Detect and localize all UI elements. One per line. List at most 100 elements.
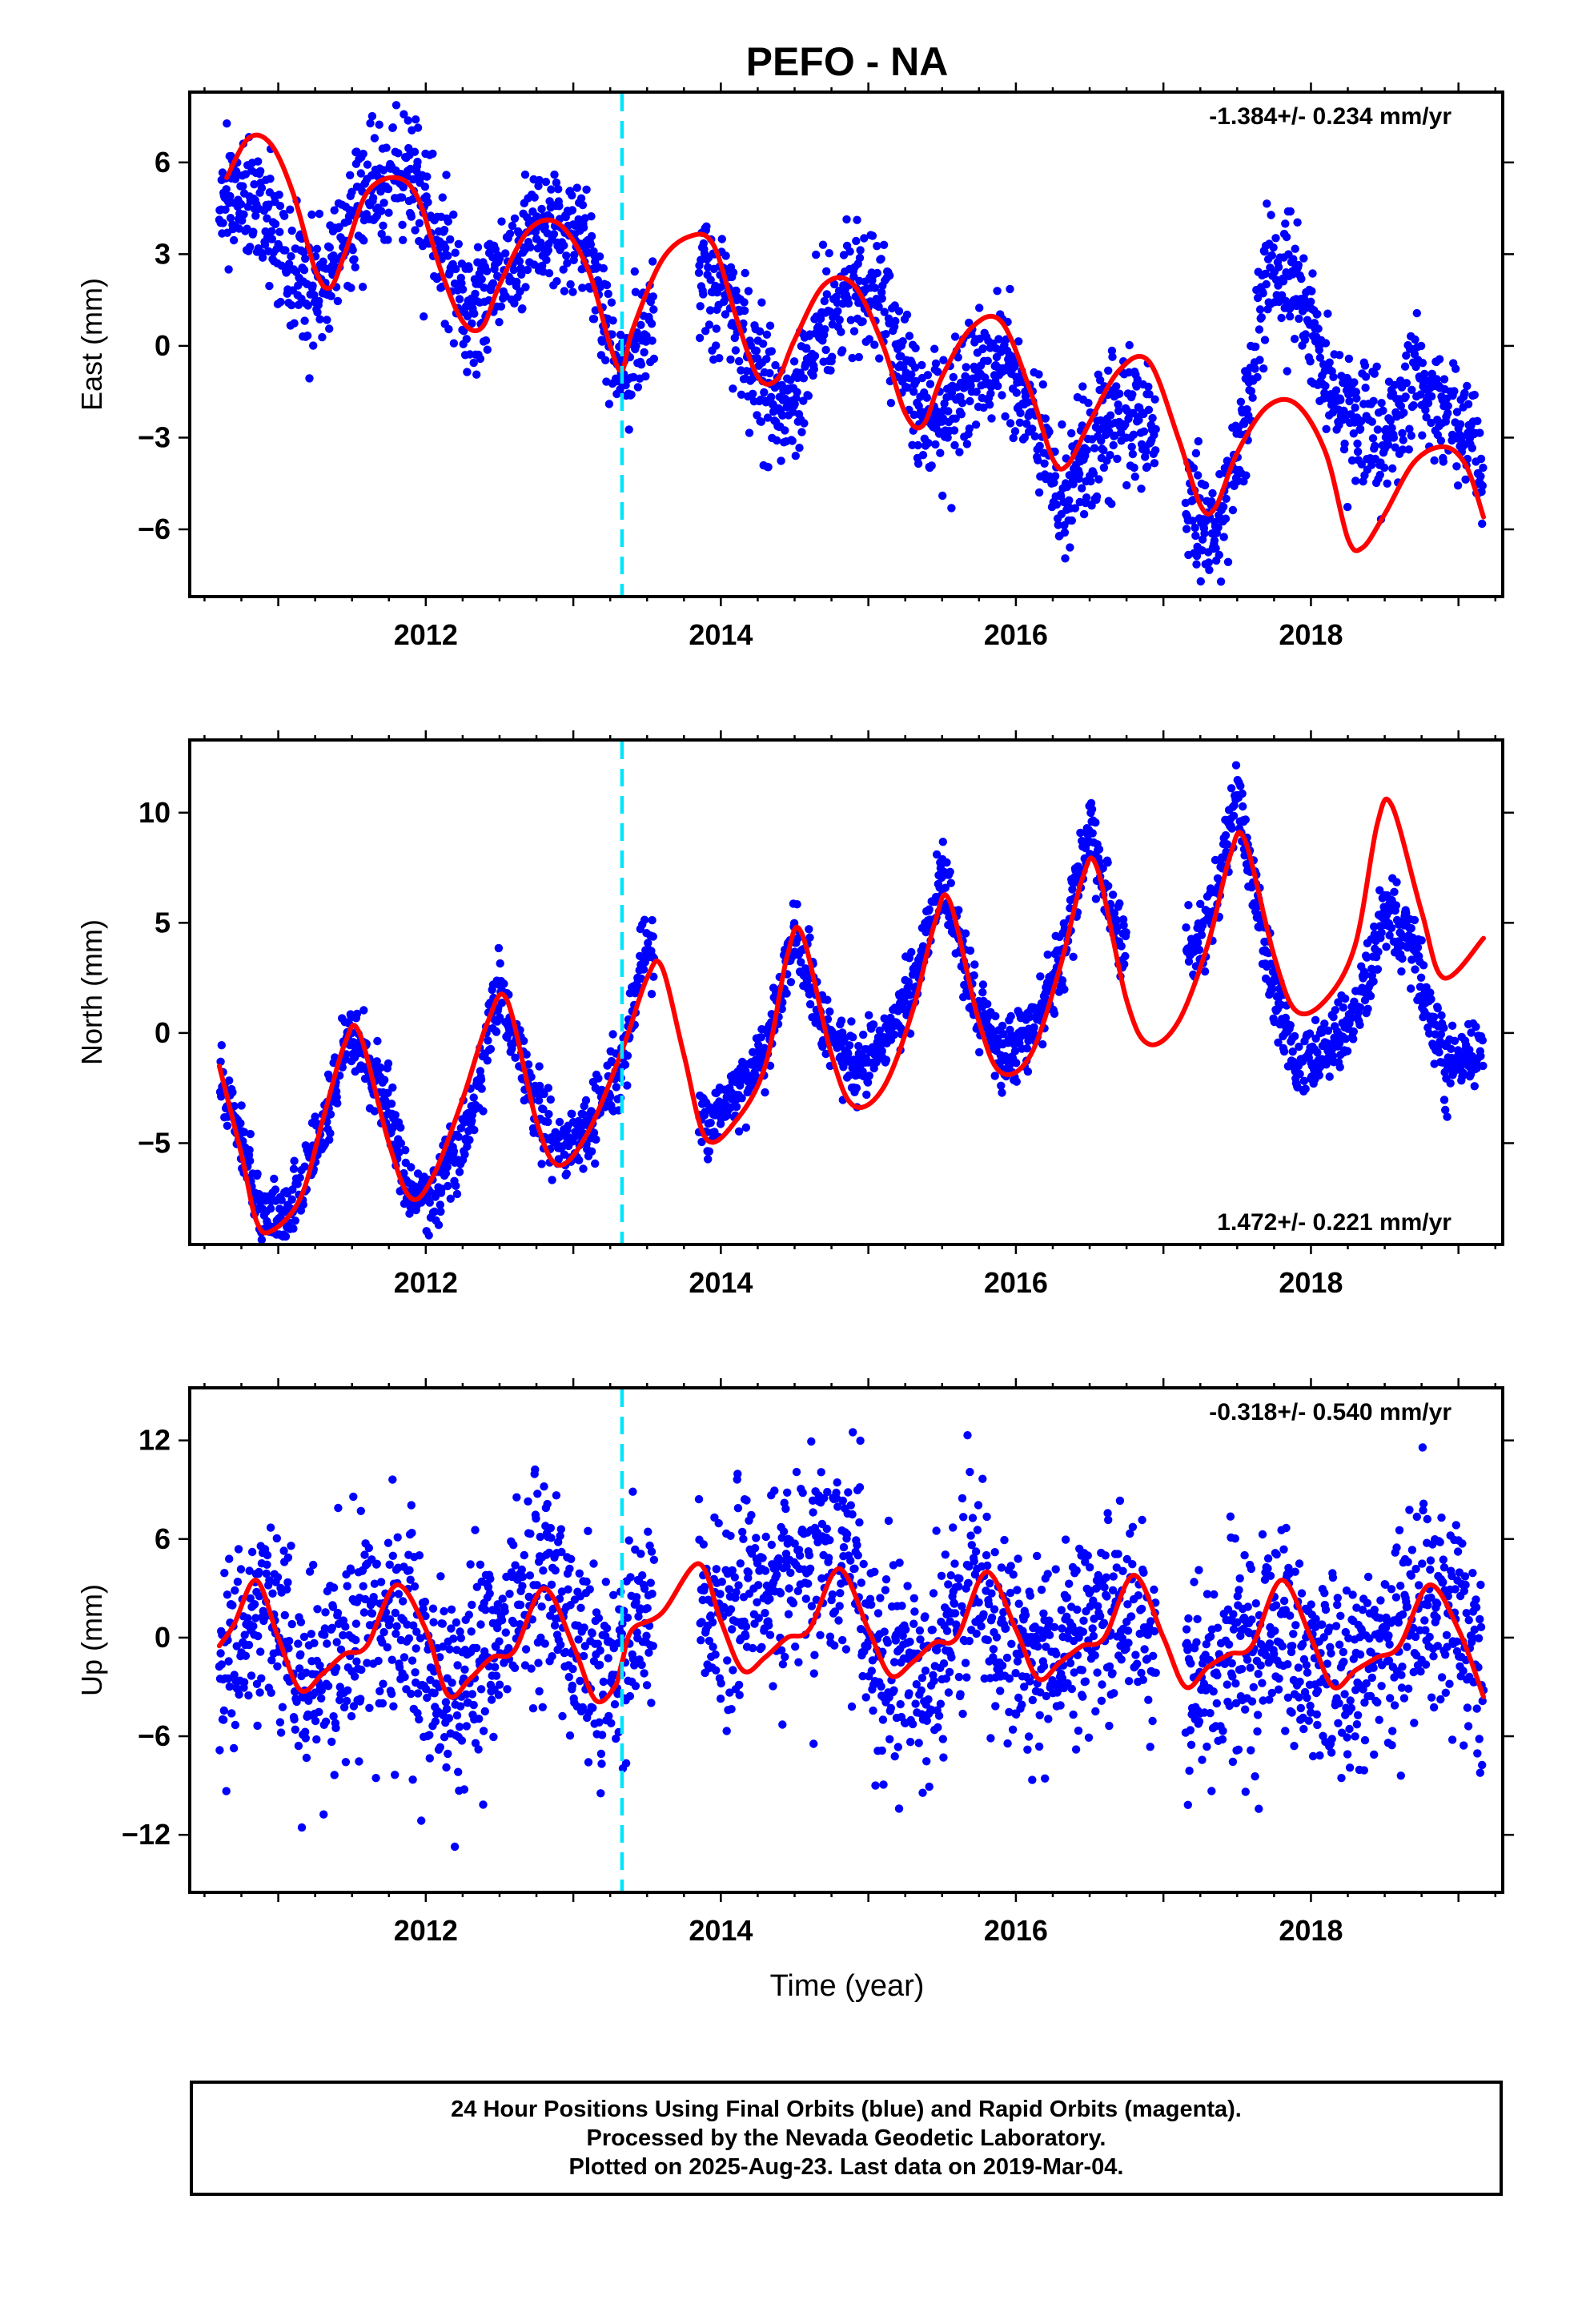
east-data-point bbox=[383, 184, 393, 194]
east-data-point bbox=[463, 368, 472, 376]
up-data-point bbox=[394, 1590, 404, 1598]
east-data-point bbox=[762, 355, 771, 364]
east-data-point bbox=[697, 255, 705, 264]
up-data-point bbox=[223, 1590, 232, 1599]
up-data-point bbox=[223, 1674, 233, 1683]
up-data-point bbox=[400, 1672, 409, 1682]
north-data-point bbox=[1363, 1004, 1372, 1014]
east-data-point bbox=[1452, 408, 1462, 416]
east-data-point bbox=[1142, 462, 1152, 471]
east-data-point bbox=[1069, 480, 1078, 489]
up-data-point bbox=[224, 1657, 233, 1666]
east-data-point bbox=[312, 244, 322, 253]
north-data-point bbox=[1361, 971, 1370, 979]
north-data-point bbox=[1196, 899, 1205, 909]
east-data-point bbox=[444, 324, 453, 334]
east-data-point bbox=[313, 308, 322, 317]
east-data-point bbox=[943, 433, 952, 442]
east-data-point bbox=[404, 116, 412, 125]
up-data-point bbox=[278, 1703, 287, 1711]
north-data-point bbox=[1413, 943, 1423, 952]
east-data-point bbox=[944, 407, 953, 416]
east-data-point bbox=[1370, 369, 1379, 378]
up-data-point bbox=[283, 1553, 293, 1562]
east-data-point bbox=[838, 346, 847, 355]
east-data-point bbox=[1078, 484, 1086, 493]
east-data-point bbox=[1107, 500, 1116, 509]
east-data-point bbox=[1450, 387, 1459, 396]
east-data-point bbox=[327, 292, 335, 300]
north-data-point bbox=[1355, 1003, 1365, 1012]
north-data-point bbox=[1038, 1039, 1047, 1049]
north-data-point bbox=[1223, 840, 1232, 849]
up-data-point bbox=[247, 1547, 257, 1557]
east-data-point bbox=[388, 123, 397, 132]
up-data-point bbox=[350, 1672, 359, 1681]
east-data-point bbox=[1479, 463, 1488, 472]
east-data-point bbox=[1028, 424, 1037, 433]
east-data-point bbox=[287, 251, 295, 261]
east-y-tick-label: 6 bbox=[155, 146, 171, 179]
east-data-point bbox=[765, 368, 774, 378]
up-data-point bbox=[222, 1787, 231, 1795]
up-data-point bbox=[321, 1608, 330, 1617]
east-data-point bbox=[726, 355, 735, 364]
east-data-point bbox=[1222, 494, 1231, 503]
east-data-point bbox=[330, 206, 339, 215]
north-data-point bbox=[946, 879, 956, 887]
east-data-point bbox=[578, 283, 587, 292]
north-data-point bbox=[647, 990, 656, 999]
north-data-point bbox=[1103, 858, 1112, 867]
east-data-point bbox=[753, 411, 761, 420]
east-data-point bbox=[912, 376, 921, 386]
east-data-point bbox=[604, 289, 612, 299]
north-x-tick-label: 2016 bbox=[984, 1266, 1048, 1299]
east-data-point bbox=[856, 246, 865, 255]
north-data-point bbox=[446, 1194, 455, 1204]
north-data-point bbox=[1274, 1038, 1283, 1047]
east-data-point bbox=[239, 182, 247, 191]
east-data-point bbox=[1087, 501, 1096, 510]
east-data-point bbox=[931, 440, 940, 449]
up-data-point bbox=[423, 1693, 432, 1703]
north-data-point bbox=[1026, 1012, 1034, 1022]
north-data-point bbox=[1030, 1023, 1038, 1032]
north-data-point bbox=[881, 1055, 891, 1064]
east-data-point bbox=[601, 356, 610, 364]
east-data-point bbox=[275, 201, 285, 211]
east-data-point bbox=[1315, 345, 1324, 355]
east-data-point bbox=[875, 354, 884, 363]
east-data-point bbox=[454, 239, 463, 248]
up-data-point bbox=[383, 1642, 391, 1652]
north-data-point bbox=[805, 925, 813, 934]
east-data-point bbox=[820, 296, 829, 306]
east-data-point bbox=[1443, 408, 1452, 418]
north-y-tick-label: 0 bbox=[155, 1016, 171, 1049]
east-data-point bbox=[903, 383, 912, 392]
east-data-point bbox=[729, 384, 737, 393]
east-data-point bbox=[712, 324, 721, 333]
east-data-point bbox=[315, 315, 324, 324]
east-data-point bbox=[318, 332, 327, 342]
east-data-point bbox=[1038, 380, 1048, 389]
east-data-point bbox=[350, 255, 359, 263]
east-data-point bbox=[852, 236, 861, 246]
north-data-point bbox=[407, 1163, 416, 1172]
north-data-point bbox=[1227, 784, 1236, 793]
north-data-point bbox=[648, 932, 657, 941]
up-data-point bbox=[313, 1605, 322, 1614]
east-data-point bbox=[1114, 406, 1123, 416]
east-data-point bbox=[554, 185, 563, 194]
east-data-point bbox=[1322, 424, 1331, 433]
east-data-point bbox=[1379, 406, 1387, 415]
east-data-point bbox=[1331, 386, 1341, 395]
east-data-point bbox=[1211, 544, 1220, 553]
east-data-point bbox=[641, 372, 650, 381]
east-data-point bbox=[913, 440, 922, 450]
east-data-point bbox=[1094, 475, 1103, 484]
east-data-point bbox=[927, 461, 936, 470]
east-data-point bbox=[523, 265, 532, 275]
east-data-point bbox=[400, 110, 408, 119]
east-data-point bbox=[781, 426, 789, 435]
north-data-point bbox=[383, 1059, 393, 1068]
